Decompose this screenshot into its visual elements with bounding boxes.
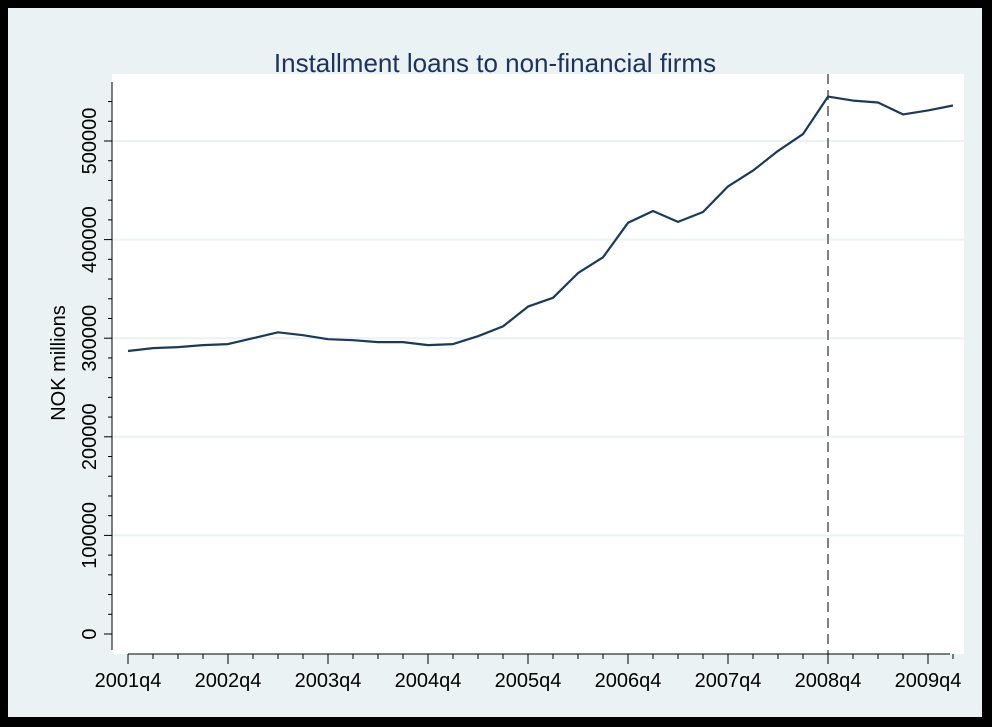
y-tick-label: 200000 [79,403,101,470]
x-tick-label: 2008q4 [795,670,862,692]
x-tick-label: 2005q4 [495,670,562,692]
series-group [127,95,954,353]
y-tick-label: 0 [79,628,101,639]
x-tick-label: 2003q4 [295,670,362,692]
axes: 0 100000 200000 300000 400000 500000 2001q4 200… [79,82,961,692]
plot-area [112,74,964,654]
gridlines [112,140,964,537]
x-tick-label: 2006q4 [595,670,662,692]
y-tick-label: 100000 [79,502,101,569]
series-line [127,95,954,353]
x-tick-label: 2009q4 [895,670,962,692]
chart-title: Installment loans to non-financial firms [273,48,717,78]
x-tick-label: 2001q4 [95,670,162,692]
y-tick-label: 300000 [79,305,101,372]
y-tick-label: 400000 [79,206,101,273]
y-axis-title: NOK millions [48,305,70,421]
x-tick-label: 2004q4 [395,670,462,692]
x-tick-label: 2007q4 [695,670,762,692]
x-tick-label: 2002q4 [195,670,262,692]
y-tick-label: 500000 [79,108,101,175]
